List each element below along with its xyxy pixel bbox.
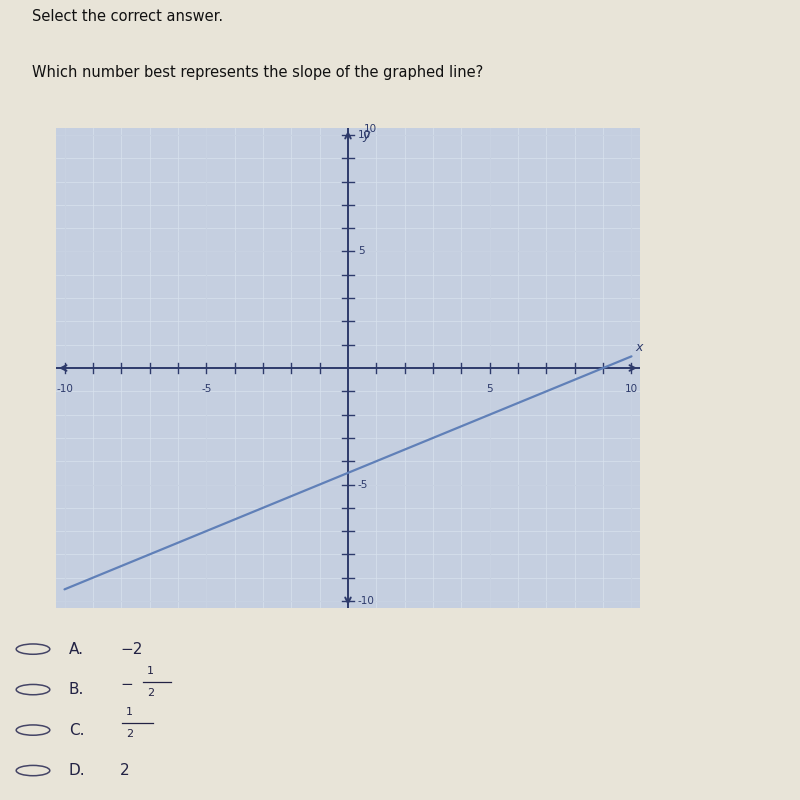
Text: y: y xyxy=(362,129,370,142)
Text: 10: 10 xyxy=(625,384,638,394)
Text: 1: 1 xyxy=(147,666,154,676)
Text: -10: -10 xyxy=(56,384,73,394)
Text: D.: D. xyxy=(69,763,86,778)
Text: 2: 2 xyxy=(126,729,133,738)
Text: −2: −2 xyxy=(120,642,142,657)
Text: −: − xyxy=(120,677,133,691)
Text: -5: -5 xyxy=(358,479,368,490)
Text: Select the correct answer.: Select the correct answer. xyxy=(32,9,223,24)
Text: 2: 2 xyxy=(120,763,130,778)
Text: x: x xyxy=(635,341,642,354)
Text: 2: 2 xyxy=(147,688,154,698)
Text: B.: B. xyxy=(69,682,84,697)
Text: 10: 10 xyxy=(358,130,371,140)
Text: -5: -5 xyxy=(201,384,211,394)
Text: Which number best represents the slope of the graphed line?: Which number best represents the slope o… xyxy=(32,65,483,80)
Text: 5: 5 xyxy=(358,246,365,257)
Text: A.: A. xyxy=(69,642,84,657)
Text: 5: 5 xyxy=(486,384,493,394)
Text: 1: 1 xyxy=(126,706,133,717)
Text: 10: 10 xyxy=(363,124,377,134)
Text: -10: -10 xyxy=(358,596,374,606)
Text: C.: C. xyxy=(69,722,85,738)
